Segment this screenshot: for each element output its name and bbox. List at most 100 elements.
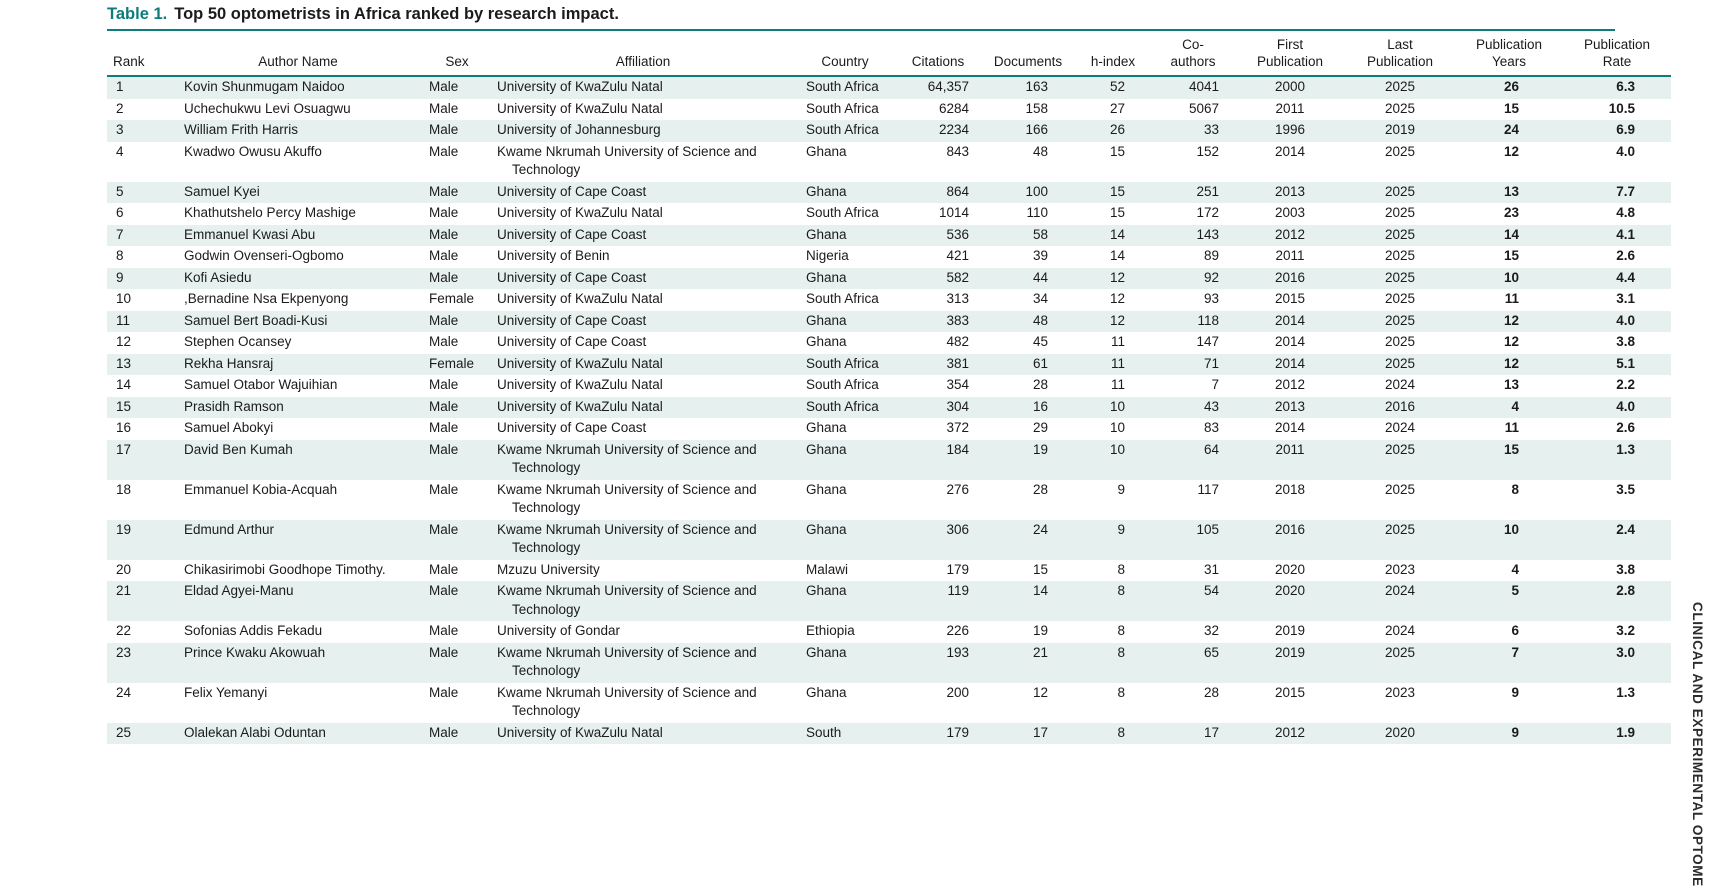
cell-documents: 34: [1032, 291, 1048, 306]
cell-author: Godwin Ovenseri-Ogbomo: [184, 248, 344, 263]
cell-documents: 19: [1032, 623, 1048, 638]
cell-first_publication: 2014: [1274, 420, 1306, 435]
cell-author: Stephen Ocansey: [184, 334, 292, 349]
cell-sex: Male: [429, 583, 459, 598]
cell-rank: 15: [116, 398, 132, 414]
cell-documents: 39: [1032, 248, 1048, 263]
cell-citations: 179: [946, 724, 969, 740]
cell-first_publication: 2018: [1274, 481, 1306, 497]
cell-last_publication: 2025: [1384, 521, 1416, 537]
cell-h_index: 8: [1117, 724, 1125, 740]
cell-sex: Male: [429, 269, 459, 285]
cell-rank: 18: [116, 481, 132, 497]
cell-first_publication: 2019: [1274, 623, 1306, 638]
cell-rank: 9: [116, 269, 124, 285]
cell-h_index: 15: [1109, 205, 1125, 220]
cell-author: Felix Yemanyi: [184, 684, 268, 700]
cell-publication_rate: 2.2: [1616, 377, 1635, 392]
cell-documents: 166: [1025, 122, 1048, 137]
cell-affiliation: University of KwaZulu Natal: [497, 291, 663, 306]
cell-first_publication: 2012: [1274, 226, 1306, 242]
cell-citations: 304: [946, 398, 969, 414]
cell-sex: Male: [429, 481, 459, 497]
table-body: 1 Kovin Shunmugam Naidoo Male University of…: [107, 76, 1671, 744]
cell-co_authors: 105: [1196, 521, 1219, 537]
column-header-rank: Rank: [107, 31, 173, 77]
cell-author: Eldad Agyei-Manu: [184, 583, 294, 598]
cell-author: Prasidh Ramson: [184, 398, 284, 414]
table-row: 6 Khathutshelo Percy Mashige Male Universit…: [107, 203, 1671, 225]
cell-affiliation: Kwame Nkrumah University of Science and …: [497, 583, 757, 617]
cell-first_publication: 2012: [1274, 377, 1306, 392]
table-header: Rank Author Name Sex Affiliation Country Cita…: [107, 31, 1671, 77]
table-row: 8 Godwin Ovenseri-Ogbomo Male University of…: [107, 246, 1671, 268]
cell-author: Kofi Asiedu: [184, 269, 252, 285]
cell-sex: Male: [429, 226, 459, 242]
cell-co_authors: 32: [1203, 623, 1219, 638]
cell-publication_years: 24: [1503, 122, 1519, 137]
cell-h_index: 8: [1117, 684, 1125, 700]
cell-h_index: 14: [1109, 226, 1125, 242]
cell-h_index: 11: [1110, 334, 1125, 349]
cell-author: Emmanuel Kobia-Acquah: [184, 481, 338, 497]
cell-h_index: 52: [1109, 79, 1125, 94]
column-header-citations: Citations: [895, 31, 981, 77]
cell-last_publication: 2025: [1384, 269, 1416, 285]
cell-last_publication: 2025: [1384, 100, 1416, 116]
table-row: 16 Samuel Abokyi Male University of Cape Co…: [107, 418, 1671, 440]
cell-last_publication: 2024: [1384, 583, 1416, 598]
table-row: 4 Kwadwo Owusu Akuffo Male Kwame Nkrumah Un…: [107, 142, 1671, 182]
column-header-h_index: h-index: [1075, 31, 1151, 77]
cell-publication_years: 9: [1511, 684, 1519, 700]
cell-publication_years: 6: [1511, 623, 1519, 638]
cell-publication_years: 23: [1503, 205, 1519, 220]
journal-name-vertical: CLINICAL AND EXPERIMENTAL OPTOME: [1690, 602, 1705, 887]
table-row: 18 Emmanuel Kobia-Acquah Male Kwame Nkrumah…: [107, 480, 1671, 520]
cell-first_publication: 2020: [1274, 561, 1306, 577]
table-row: 3 William Frith Harris Male University of J…: [107, 120, 1671, 142]
table-header-row: Rank Author Name Sex Affiliation Country Cita…: [107, 31, 1671, 77]
cell-publication_years: 12: [1503, 143, 1519, 159]
table-row: 25 Olalekan Alabi Oduntan Male University o…: [107, 722, 1671, 744]
cell-publication_rate: 3.0: [1616, 644, 1635, 660]
cell-documents: 19: [1032, 441, 1048, 457]
table-title: Table 1. Top 50 optometrists in Africa ra…: [107, 4, 1615, 31]
table-row: 21 Eldad Agyei-Manu Male Kwame Nkrumah Univ…: [107, 581, 1671, 621]
cell-sex: Male: [429, 248, 459, 263]
cell-rank: 4: [116, 143, 124, 159]
cell-sex: Male: [429, 724, 459, 740]
cell-last_publication: 2025: [1384, 291, 1416, 306]
cell-country: Malawi: [806, 561, 849, 577]
cell-rank: 11: [116, 312, 131, 328]
cell-country: Ghana: [806, 183, 847, 199]
cell-affiliation: University of KwaZulu Natal: [497, 724, 663, 740]
cell-sex: Male: [429, 561, 459, 577]
cell-h_index: 11: [1110, 377, 1125, 392]
cell-rank: 25: [116, 724, 132, 740]
cell-documents: 12: [1032, 684, 1048, 700]
cell-h_index: 8: [1117, 623, 1125, 638]
table-row: 9 Kofi Asiedu Male University of Cape Coast…: [107, 267, 1671, 289]
cell-documents: 21: [1032, 644, 1048, 660]
cell-last_publication: 2020: [1384, 724, 1416, 740]
cell-h_index: 27: [1109, 100, 1125, 116]
cell-documents: 48: [1032, 143, 1048, 159]
cell-affiliation: University of KwaZulu Natal: [497, 398, 663, 414]
cell-sex: Male: [429, 377, 459, 392]
column-header-first_publication: First Publication: [1235, 31, 1345, 77]
cell-co_authors: 54: [1203, 583, 1219, 598]
cell-h_index: 15: [1109, 183, 1125, 199]
cell-citations: 843: [946, 143, 969, 159]
cell-co_authors: 172: [1196, 205, 1219, 220]
cell-country: South Africa: [806, 291, 879, 306]
cell-author: Kwadwo Owusu Akuffo: [184, 143, 322, 159]
cell-publication_rate: 1.3: [1616, 684, 1635, 700]
cell-rank: 7: [116, 226, 124, 242]
cell-country: South Africa: [806, 79, 879, 94]
cell-affiliation: University of Cape Coast: [497, 269, 647, 285]
cell-h_index: 11: [1110, 355, 1125, 371]
cell-sex: Male: [429, 420, 459, 435]
cell-citations: 6284: [938, 100, 969, 116]
cell-documents: 17: [1032, 724, 1048, 740]
cell-author: Olalekan Alabi Oduntan: [184, 724, 326, 740]
